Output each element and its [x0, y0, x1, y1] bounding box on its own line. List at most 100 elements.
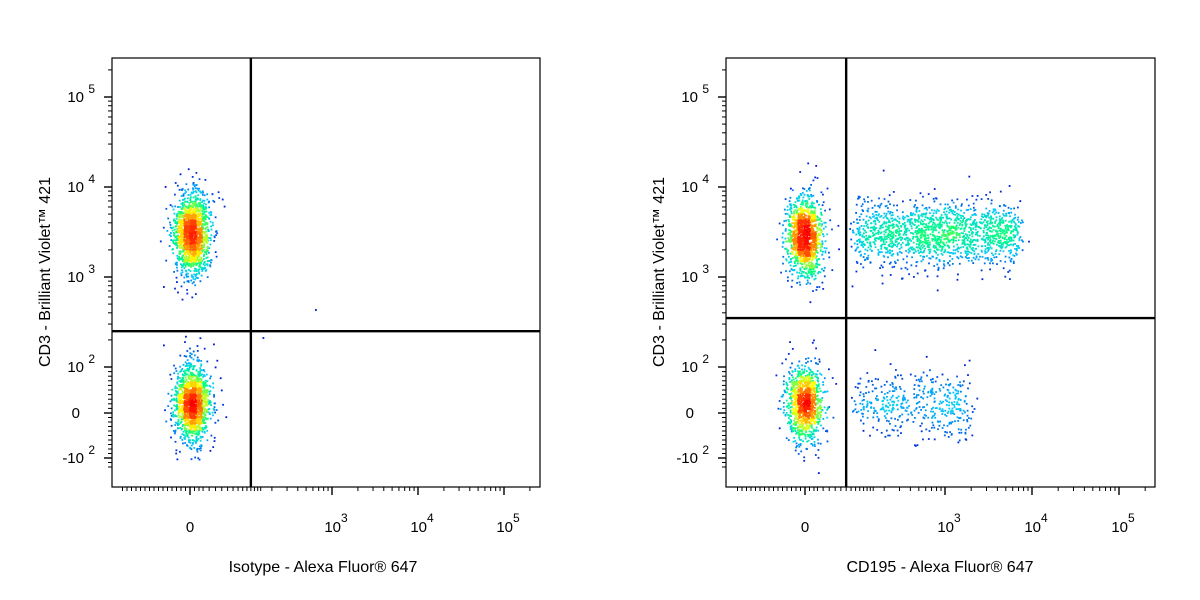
event-dot [206, 256, 209, 259]
event-dot [196, 244, 199, 247]
event-dot [186, 238, 189, 241]
event-dot [822, 288, 825, 290]
event-dot [873, 412, 875, 414]
event-dot [175, 394, 178, 397]
event-dot [877, 378, 879, 381]
event-dot [914, 444, 916, 447]
event-dot [191, 222, 193, 224]
event-dot [198, 423, 201, 425]
event-dot [965, 428, 967, 431]
event-dot [206, 411, 209, 414]
event-dot [192, 395, 195, 397]
event-dot [188, 264, 190, 267]
event-dot [960, 390, 962, 393]
event-dot [949, 255, 951, 258]
event-dot [203, 396, 206, 399]
event-dot [824, 390, 826, 393]
event-dot [183, 276, 186, 279]
event-dot [811, 275, 813, 278]
event-dot [1014, 216, 1017, 219]
event-dot [961, 412, 964, 415]
event-dot [202, 385, 205, 388]
event-dot [194, 263, 197, 266]
event-dot [201, 247, 203, 250]
event-dot [893, 265, 896, 268]
event-dot [886, 412, 888, 415]
event-dot [211, 411, 214, 414]
event-dot [985, 251, 988, 254]
event-dot [205, 233, 208, 236]
event-dot [895, 388, 898, 391]
event-dot [203, 399, 206, 402]
event-dot [199, 397, 202, 400]
event-dot [192, 221, 195, 224]
event-dot [189, 410, 192, 412]
event-dot [184, 361, 187, 364]
event-dot [214, 402, 216, 405]
event-dot [824, 250, 827, 253]
event-dot [807, 281, 809, 284]
event-dot [200, 444, 203, 446]
event-dot [961, 203, 963, 206]
event-dot [203, 207, 206, 210]
event-dot [796, 262, 799, 265]
event-dot [872, 215, 874, 218]
event-dot [196, 231, 199, 233]
event-dot [201, 210, 204, 212]
event-dot [981, 250, 983, 253]
event-dot [820, 191, 823, 194]
event-dot [189, 431, 192, 434]
event-dot [877, 229, 880, 232]
event-dot [929, 212, 931, 215]
event-dot [185, 214, 188, 217]
event-dot [178, 211, 181, 214]
event-dot [194, 249, 197, 251]
event-dot [811, 438, 813, 440]
event-dot [179, 235, 181, 238]
event-dot [173, 219, 175, 222]
event-dot [981, 238, 984, 241]
event-dot [876, 399, 879, 402]
event-dot [859, 402, 862, 405]
event-dot [990, 257, 993, 260]
event-dot [191, 256, 194, 258]
event-dot [183, 244, 186, 247]
event-dot [920, 430, 923, 433]
event-dot [805, 190, 808, 192]
event-dot [939, 420, 942, 423]
event-dot [866, 258, 869, 261]
event-dot [943, 264, 946, 267]
event-dot [200, 447, 202, 449]
event-dot [198, 187, 200, 190]
event-dot [864, 248, 867, 251]
event-dot [938, 424, 941, 427]
event-dot [936, 420, 939, 423]
event-dot [170, 235, 172, 238]
event-dot [200, 389, 202, 392]
event-dot [950, 218, 953, 221]
event-dot [922, 406, 924, 409]
event-dot [197, 371, 200, 373]
event-dot [177, 375, 179, 378]
event-dot [1021, 219, 1023, 222]
event-dot [906, 227, 909, 230]
event-dot [918, 217, 920, 220]
event-dot [859, 254, 862, 257]
event-dot [208, 401, 211, 403]
event-dot [902, 258, 905, 261]
event-dot [971, 195, 974, 197]
event-dot [901, 398, 904, 400]
event-dot [173, 372, 176, 375]
event-dot [1004, 214, 1007, 217]
event-dot [199, 407, 202, 410]
event-dot [879, 267, 881, 269]
event-dot [812, 290, 814, 292]
event-dot [201, 387, 204, 389]
event-dot [200, 256, 203, 259]
event-dot [208, 402, 211, 405]
event-dot [205, 425, 207, 427]
event-dot [206, 223, 209, 226]
event-dot [175, 236, 178, 238]
event-dot [926, 403, 928, 406]
event-dot [197, 403, 200, 406]
